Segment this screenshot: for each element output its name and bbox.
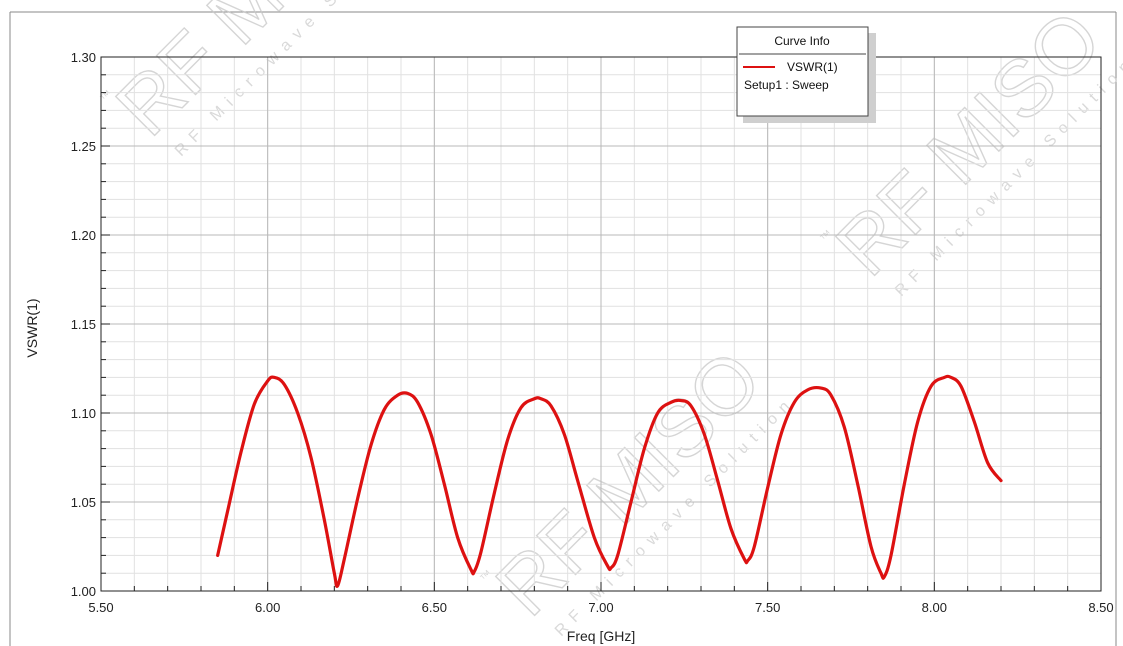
x-tick-label: 6.00 xyxy=(255,600,280,615)
axis-ticks xyxy=(100,56,1102,592)
watermark-brand: RF MISO xyxy=(479,333,778,632)
y-tick-label: 1.10 xyxy=(71,406,96,421)
legend-panel xyxy=(736,26,869,117)
y-tick-label: 1.30 xyxy=(71,50,96,65)
y-tick-label: 1.15 xyxy=(71,317,96,332)
y-tick-labels: 1.00 1.05 1.10 1.15 1.20 1.25 1.30 xyxy=(71,50,96,599)
y-tick-label: 1.05 xyxy=(71,495,96,510)
x-axis-title: Freq [GHz] xyxy=(567,628,635,644)
x-tick-label: 6.50 xyxy=(422,600,447,615)
x-tick-labels: 5.50 6.00 6.50 7.00 7.50 8.00 8.50 xyxy=(88,600,1113,615)
y-axis-title: VSWR(1) xyxy=(24,298,40,357)
x-tick-label: 8.00 xyxy=(922,600,947,615)
y-tick-label: 1.00 xyxy=(71,584,96,599)
y-tick-label: 1.25 xyxy=(71,139,96,154)
x-tick-label: 5.50 xyxy=(88,600,113,615)
y-tick-label: 1.20 xyxy=(71,228,96,243)
x-tick-label: 7.00 xyxy=(588,600,613,615)
legend-entry-subtitle: Setup1 : Sweep xyxy=(744,78,829,92)
series-layer xyxy=(216,374,1003,588)
watermark: RF MISO RF Microwave Solution ™ RF MISO … xyxy=(97,0,1123,640)
series-line-vswr xyxy=(216,374,1003,588)
legend-entry-label: VSWR(1) xyxy=(787,60,838,74)
x-tick-label: 7.50 xyxy=(755,600,780,615)
legend-title: Curve Info xyxy=(774,34,830,48)
legend-box[interactable]: Curve Info VSWR(1) Setup1 : Sweep xyxy=(736,26,876,123)
x-tick-label: 8.50 xyxy=(1088,600,1113,615)
